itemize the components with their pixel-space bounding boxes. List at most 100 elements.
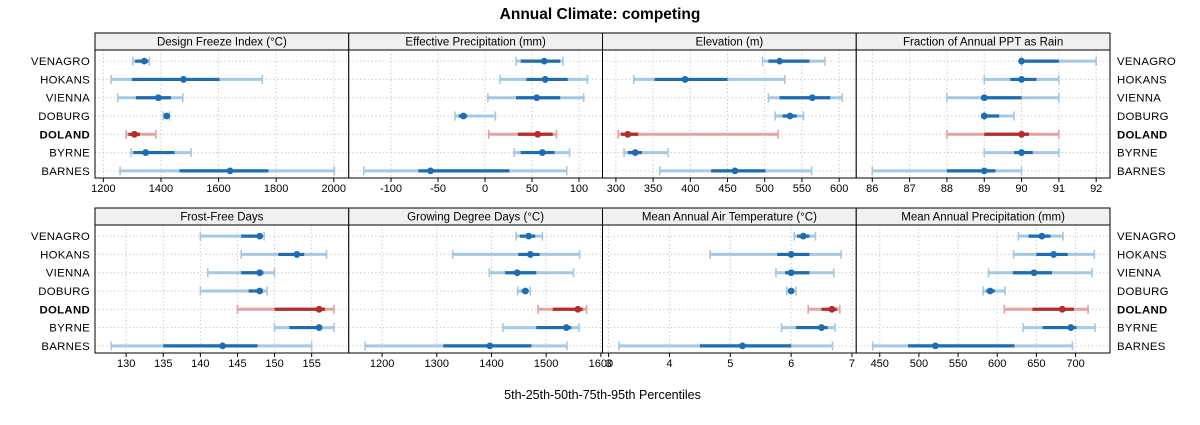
tick-label: 350 — [644, 183, 662, 195]
tick-label: 1400 — [149, 183, 173, 195]
series-byrne — [513, 148, 571, 158]
series-vienna — [767, 93, 843, 103]
station-label-right-barnes: BARNES — [1117, 166, 1166, 178]
median-dot — [526, 251, 534, 258]
station-label-left-doland: DOLAND — [39, 129, 90, 141]
station-label-left-vienna: VIENNA — [46, 268, 90, 280]
series-doburg — [199, 286, 268, 296]
tick-label: 700 — [1066, 358, 1084, 370]
series-barnes — [658, 166, 813, 176]
median-dot — [219, 342, 227, 350]
series-doland — [236, 304, 335, 314]
series-barnes — [362, 166, 568, 176]
panel-design-freeze-index-c: Design Freeze Index (°C) 1200 1400 1600 1800… — [91, 32, 350, 195]
station-label-right-venagro: VENAGRO — [1117, 231, 1176, 243]
median-dot — [315, 305, 323, 313]
tick-label: -100 — [380, 183, 402, 195]
station-label-left-hokans: HOKANS — [40, 74, 90, 86]
series-byrne — [273, 323, 335, 333]
series-byrne — [1022, 323, 1096, 333]
tick-label: 450 — [718, 183, 736, 195]
panel-background — [95, 50, 349, 178]
series-doland — [537, 304, 588, 314]
median-dot — [513, 269, 521, 277]
series-barnes — [110, 341, 313, 351]
station-label-left-hokans: HOKANS — [40, 249, 90, 261]
series-venagro — [761, 56, 826, 66]
panel-elevation-m: Elevation (m) 300 350 400 450 500 550 600 — [602, 32, 857, 195]
tick-label: 1600 — [589, 358, 613, 370]
panel-background — [602, 50, 857, 178]
tick-label: 1200 — [370, 358, 394, 370]
median-dot — [1018, 76, 1025, 83]
median-dot — [1050, 251, 1058, 258]
tick-label: 91 — [1053, 183, 1065, 195]
station-label-left-doburg: DOBURG — [38, 111, 90, 123]
median-dot — [154, 94, 162, 102]
tick-label: 7 — [849, 358, 855, 370]
median-dot — [776, 57, 784, 65]
tick-label: 600 — [988, 358, 1006, 370]
median-dot — [525, 232, 533, 240]
series-venagro — [793, 231, 817, 241]
series-vienna — [116, 93, 184, 103]
median-dot — [731, 167, 739, 175]
median-dot — [131, 130, 138, 138]
tick-label: 86 — [866, 183, 878, 195]
median-dot — [931, 342, 939, 350]
median-dot — [563, 324, 570, 331]
median-dot — [786, 112, 794, 120]
series-doburg — [516, 286, 532, 296]
series-barnes — [618, 341, 834, 351]
panel-background — [95, 225, 349, 353]
series-doburg — [162, 111, 171, 121]
median-dot — [1038, 232, 1046, 240]
series-doburg — [786, 286, 797, 296]
tick-label: 1800 — [264, 183, 288, 195]
series-doland — [1003, 304, 1089, 314]
series-doland — [807, 304, 841, 314]
tick-label: 1300 — [425, 358, 449, 370]
station-label-right-doburg: DOBURG — [1117, 111, 1169, 123]
tick-label: 3 — [606, 358, 612, 370]
median-dot — [808, 94, 816, 102]
median-dot — [142, 149, 150, 156]
station-label-left-barnes: BARNES — [41, 166, 90, 178]
series-vienna — [488, 268, 575, 278]
median-dot — [624, 130, 632, 138]
median-dot — [631, 149, 639, 156]
series-barnes — [119, 166, 336, 176]
tick-label: 500 — [910, 358, 928, 370]
tick-label: 100 — [570, 183, 588, 195]
tick-label: 88 — [941, 183, 953, 195]
series-vienna — [946, 93, 1060, 103]
median-dot — [828, 305, 836, 313]
station-label-right-hokans: HOKANS — [1117, 249, 1167, 261]
tick-label: 90 — [1015, 183, 1027, 195]
median-dot — [180, 76, 187, 83]
station-label-left-byrne: BYRNE — [49, 148, 90, 160]
station-label-right-vienna: VIENNA — [1117, 93, 1161, 105]
series-doburg — [454, 111, 497, 121]
median-dot — [787, 287, 795, 295]
median-dot — [427, 167, 434, 175]
tick-label: 400 — [681, 183, 699, 195]
series-doland — [125, 129, 157, 139]
tick-label: 50 — [526, 183, 538, 195]
panel-effective-precipitation-mm: Effective Precipitation (mm) -100 -50 0 50 10… — [348, 32, 603, 195]
station-label-right-vienna: VIENNA — [1117, 268, 1161, 280]
median-dot — [256, 287, 264, 295]
strip-title: Mean Annual Air Temperature (°C) — [642, 212, 817, 224]
median-dot — [538, 149, 546, 156]
station-label-left-venagro: VENAGRO — [31, 231, 90, 243]
station-label-right-doburg: DOBURG — [1117, 286, 1169, 298]
median-dot — [1018, 130, 1025, 138]
series-doland — [617, 129, 779, 139]
tick-label: 92 — [1090, 183, 1102, 195]
series-byrne — [983, 148, 1060, 158]
series-doburg — [980, 111, 1015, 121]
series-hokans — [709, 249, 842, 259]
series-doburg — [774, 111, 805, 121]
series-barnes — [871, 341, 1074, 351]
